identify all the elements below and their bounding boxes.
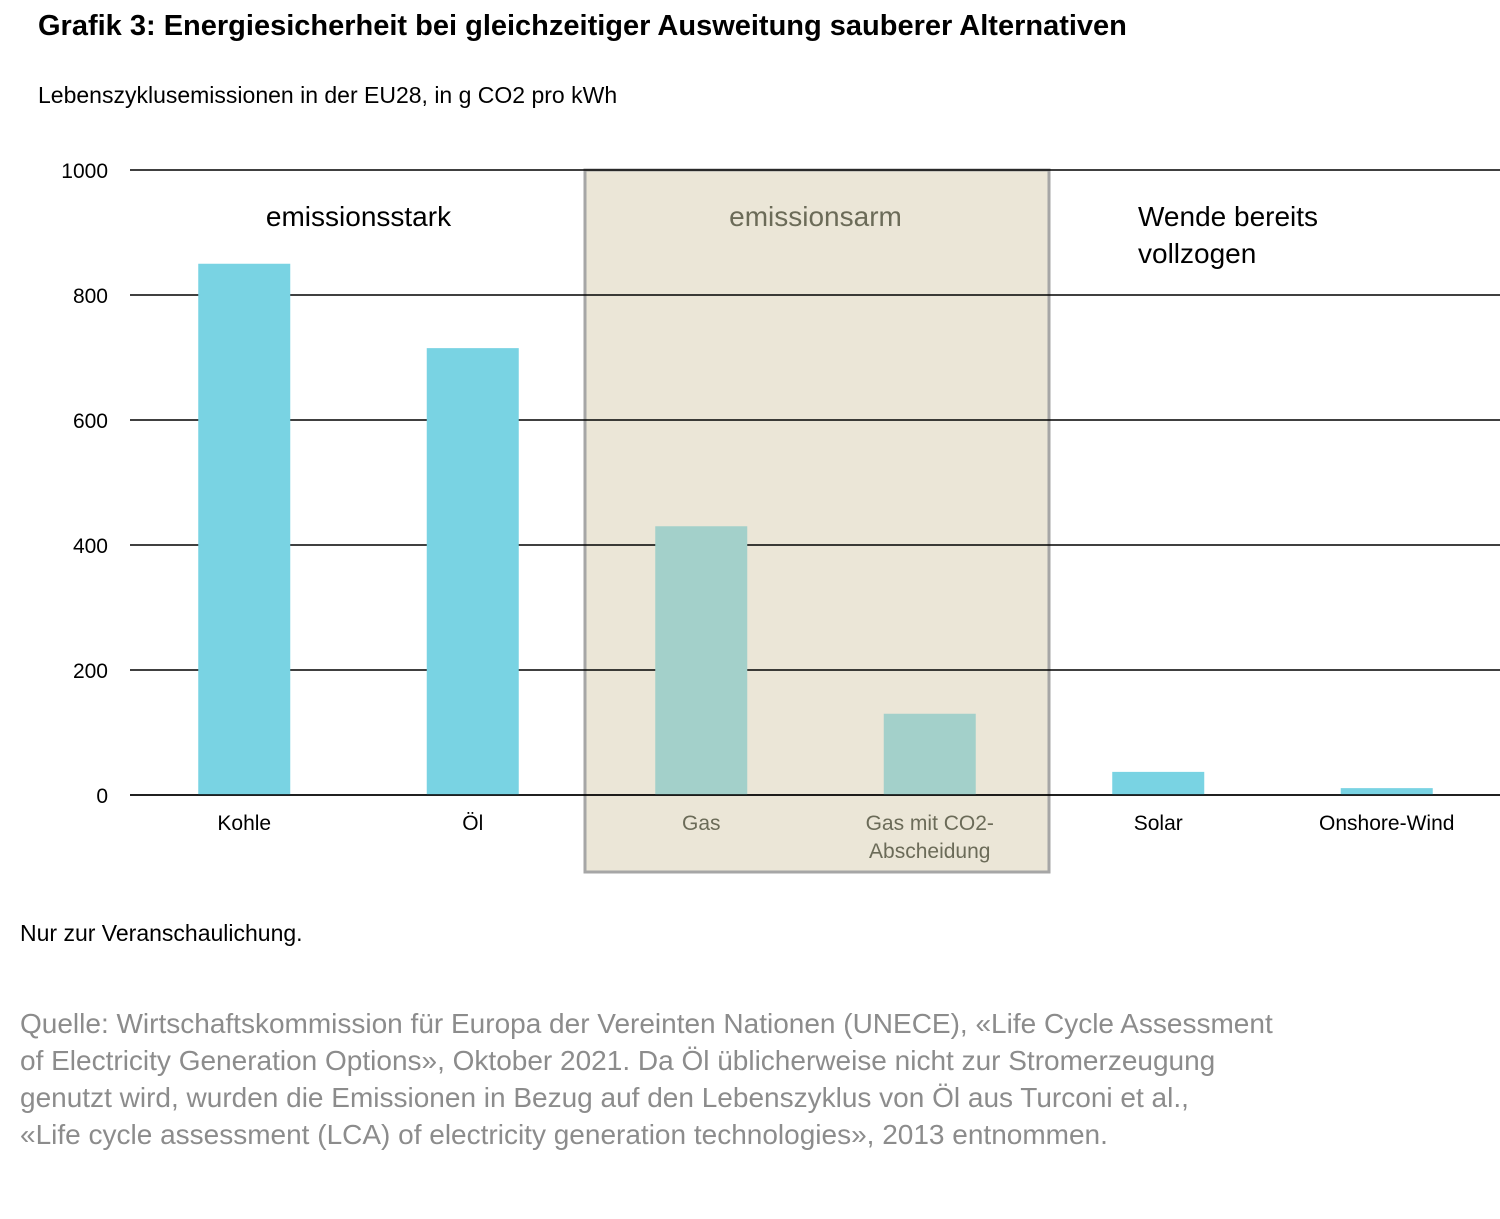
y-tick-label: 200 [73,660,108,683]
highlight-panel [583,168,1051,874]
category-label: Abscheidung [869,840,990,863]
y-tick-label: 400 [73,535,108,558]
bar-3 [655,526,748,795]
chart-subtitle: Lebenszyklusemissionen in der EU28, in g… [38,82,618,108]
category-label: Öl [462,812,483,835]
y-tick-label: 600 [73,410,108,433]
source-text: Quelle: Wirtschaftskommission für Europa… [20,1005,1273,1153]
source-line: «Life cycle assessment (LCA) of electric… [20,1119,1108,1150]
bar-4 [883,713,976,795]
category-label: Gas [682,812,721,835]
group-label: Wende bereits [1138,201,1318,232]
bar-5 [1112,771,1205,795]
category-label: Solar [1134,812,1183,835]
y-tick-label: 1000 [61,160,108,183]
category-label: Onshore-Wind [1319,812,1454,835]
bar-chart: 0 200 400 600 800 1000 Kohle Öl Gas Gas mit CO2- A… [61,160,1500,874]
y-tick-label: 800 [73,285,108,308]
source-line: Quelle: Wirtschaftskommission für Europa… [20,1008,1273,1039]
bar-1 [198,263,291,795]
group-label: vollzogen [1138,238,1256,269]
group-label: emissionsarm [729,201,902,232]
chart-title: Grafik 3: Energiesicherheit bei gleichze… [38,10,1127,42]
source-line: of Electricity Generation Options», Okto… [20,1045,1216,1076]
category-label: Kohle [217,812,271,835]
source-line: genutzt wird, wurden die Emissionen in B… [20,1082,1189,1113]
group-label: emissionsstark [266,201,452,232]
illustration-note: Nur zur Veranschaulichung. [20,920,303,946]
y-tick-label: 0 [96,785,108,808]
bar-2 [426,348,519,795]
bar-6 [1340,788,1433,795]
category-label: Gas mit CO2- [866,812,994,835]
